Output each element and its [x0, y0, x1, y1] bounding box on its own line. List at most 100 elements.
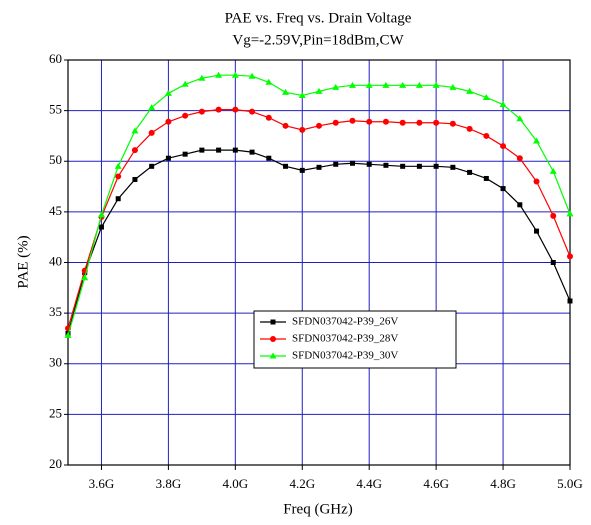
marker [567, 253, 573, 260]
marker [298, 91, 306, 98]
marker [231, 71, 239, 78]
series-line [67, 149, 571, 334]
marker [97, 211, 105, 218]
marker [366, 118, 373, 125]
marker [299, 167, 305, 173]
y-tick-label: 60 [49, 51, 62, 66]
marker [149, 163, 155, 169]
marker [265, 114, 272, 121]
marker [182, 151, 188, 157]
x-tick-label: 4.8G [490, 476, 516, 491]
legend: SFDN037042-P39_26V SFDN037042-P39_28V SFDN… [253, 310, 457, 369]
marker [399, 119, 406, 126]
marker [482, 93, 490, 100]
marker [148, 104, 156, 111]
marker [181, 80, 189, 87]
legend-label: SFDN037042-P39_26V [292, 316, 398, 328]
y-tick-label: 40 [49, 253, 62, 268]
marker [299, 126, 306, 133]
marker [566, 210, 574, 217]
marker [164, 89, 172, 96]
marker [282, 88, 290, 95]
marker [449, 120, 456, 127]
marker [199, 147, 205, 153]
x-tick-label: 5.0G [557, 476, 583, 491]
plot-frame [67, 59, 571, 466]
marker [349, 160, 355, 166]
x-tick-label: 4.2G [289, 476, 315, 491]
marker [283, 163, 289, 169]
x-tick-label: 4.0G [223, 476, 249, 491]
marker [383, 162, 389, 168]
marker [516, 155, 523, 162]
marker [549, 167, 557, 174]
series-line [67, 109, 571, 329]
marker [215, 106, 222, 113]
marker [550, 260, 556, 265]
marker [500, 186, 506, 192]
marker [198, 108, 205, 115]
marker [165, 155, 171, 161]
marker [400, 163, 406, 169]
marker [499, 101, 507, 108]
marker [132, 176, 138, 182]
marker [466, 87, 474, 94]
marker [115, 196, 121, 202]
marker [432, 81, 440, 88]
marker [216, 147, 222, 153]
marker [131, 147, 138, 154]
marker [399, 81, 407, 88]
marker [165, 118, 172, 125]
marker [98, 224, 104, 230]
marker [270, 336, 276, 342]
marker [449, 83, 457, 90]
legend-label: SFDN037042-P39_30V [292, 350, 398, 362]
marker [64, 331, 72, 338]
marker [232, 106, 239, 113]
marker [533, 178, 540, 185]
marker [315, 87, 323, 94]
marker [248, 72, 256, 79]
marker [332, 83, 340, 90]
marker [266, 155, 272, 161]
y-axis-label: PAE (%) [15, 235, 31, 288]
marker [316, 164, 322, 170]
series-line [67, 74, 571, 336]
marker [517, 202, 523, 208]
legend-box [253, 310, 457, 369]
marker [332, 119, 339, 126]
marker [416, 119, 423, 126]
y-tick-label: 30 [49, 355, 62, 370]
marker [550, 212, 557, 219]
marker [516, 115, 524, 122]
marker [416, 163, 422, 169]
x-tick-label: 4.6G [423, 476, 449, 491]
chart-title: PAE vs. Freq vs. Drain Voltage [225, 10, 412, 26]
marker [270, 319, 276, 325]
marker [198, 74, 206, 81]
marker [466, 125, 473, 132]
marker [232, 147, 238, 153]
x-axis-label: Freq (GHz) [283, 501, 353, 517]
marker [534, 228, 540, 234]
marker [249, 108, 256, 115]
y-tick-label: 45 [49, 203, 62, 218]
legend-label: SFDN037042-P39_28V [292, 333, 398, 345]
marker [148, 129, 155, 136]
marker [131, 127, 139, 134]
marker [382, 118, 389, 125]
marker [366, 161, 372, 167]
y-tick-label: 35 [49, 304, 62, 319]
marker [415, 81, 423, 88]
y-tick-label: 50 [49, 152, 62, 167]
marker [348, 81, 356, 88]
marker [483, 132, 490, 139]
marker [182, 112, 189, 119]
marker [81, 274, 89, 281]
marker [365, 81, 373, 88]
marker [483, 175, 489, 181]
marker [467, 169, 473, 175]
marker [382, 81, 390, 88]
marker [333, 161, 339, 167]
